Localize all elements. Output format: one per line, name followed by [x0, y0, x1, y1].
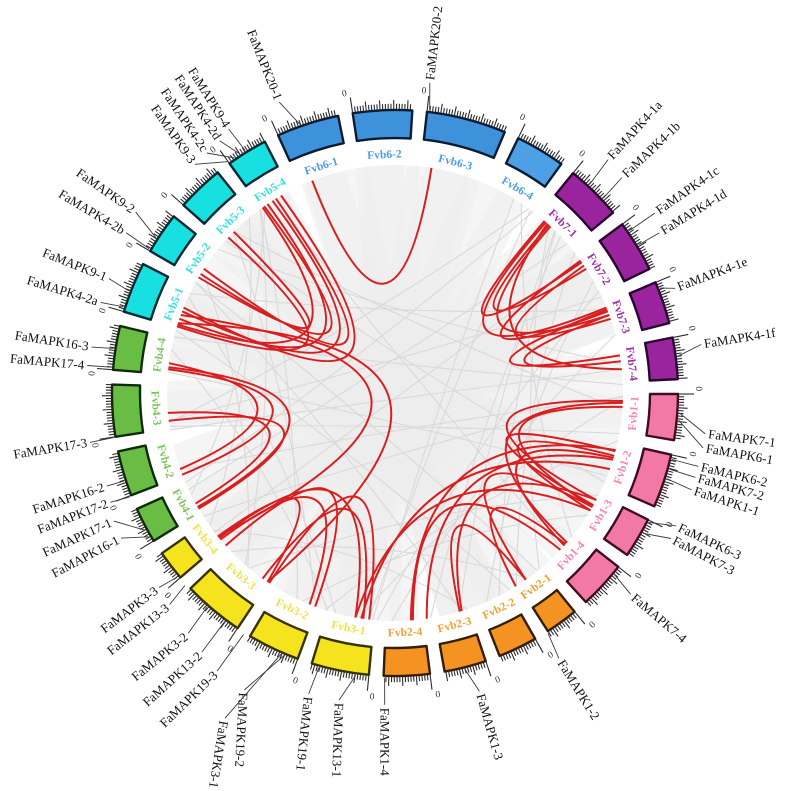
svg-text:0: 0 [261, 114, 270, 125]
svg-text:Fvb7-4: Fvb7-4 [623, 346, 639, 382]
svg-text:Fvb1-1: Fvb1-1 [627, 396, 642, 432]
svg-text:FaMAPK19-2: FaMAPK19-2 [232, 692, 251, 767]
svg-text:0: 0 [98, 307, 109, 315]
svg-text:0: 0 [663, 520, 674, 529]
svg-text:0: 0 [134, 551, 145, 561]
svg-text:0: 0 [209, 145, 219, 156]
svg-text:0: 0 [686, 451, 697, 458]
svg-text:0: 0 [630, 203, 641, 213]
svg-text:0: 0 [577, 149, 587, 160]
svg-text:Fvb2-4: Fvb2-4 [388, 626, 423, 639]
svg-text:Fvb4-3: Fvb4-3 [148, 390, 162, 425]
svg-text:0: 0 [91, 442, 102, 449]
svg-text:0: 0 [632, 570, 643, 580]
svg-text:0: 0 [87, 371, 97, 377]
svg-text:0: 0 [163, 589, 174, 599]
svg-text:0: 0 [693, 386, 703, 391]
svg-text:0: 0 [686, 325, 697, 332]
svg-text:0: 0 [493, 673, 501, 684]
svg-text:0: 0 [109, 503, 120, 511]
svg-text:0: 0 [421, 86, 427, 96]
svg-text:0: 0 [586, 618, 596, 629]
svg-text:0: 0 [160, 191, 171, 201]
svg-text:0: 0 [518, 112, 527, 123]
svg-text:Fvb6-2: Fvb6-2 [367, 148, 402, 162]
svg-text:0: 0 [292, 674, 300, 685]
svg-text:0: 0 [545, 648, 554, 659]
svg-text:0: 0 [226, 642, 236, 653]
svg-text:FaMAPK1-4: FaMAPK1-4 [378, 708, 393, 776]
svg-text:Fvb4-4: Fvb4-4 [151, 337, 168, 373]
svg-text:0: 0 [434, 688, 440, 699]
svg-text:FaMAPK17-4: FaMAPK17-4 [9, 351, 85, 373]
svg-text:0: 0 [341, 89, 348, 100]
svg-text:0: 0 [666, 266, 677, 275]
svg-text:FaMAPK13-1: FaMAPK13-1 [329, 703, 347, 778]
svg-text:0: 0 [369, 690, 375, 700]
svg-text:0: 0 [125, 241, 136, 250]
